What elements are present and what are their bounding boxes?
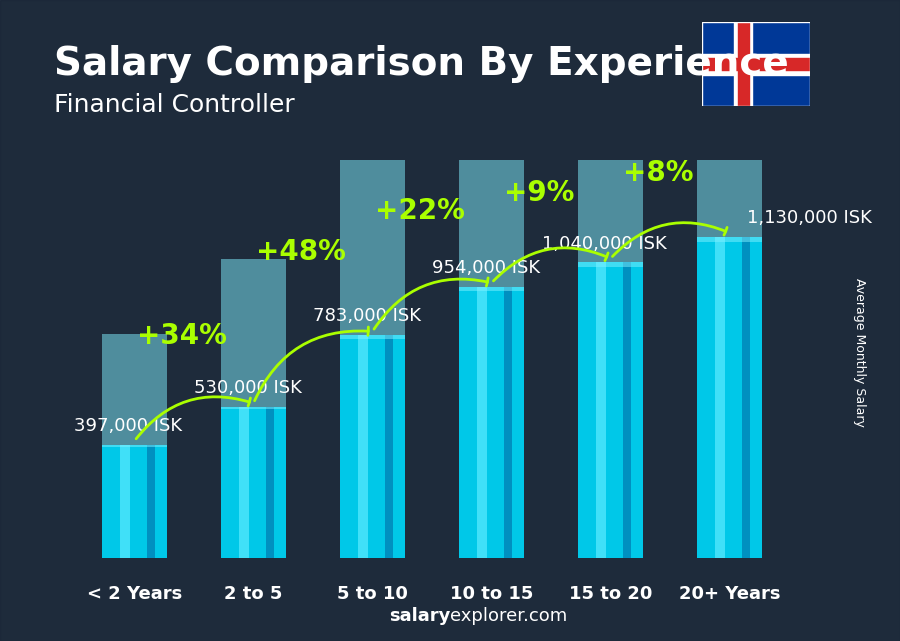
Bar	[238, 407, 248, 558]
Text: +8%: +8%	[623, 160, 693, 187]
Text: < 2 Years: < 2 Years	[86, 585, 182, 603]
Bar	[102, 445, 167, 558]
Bar	[623, 262, 631, 558]
Text: 10 to 15: 10 to 15	[450, 585, 533, 603]
Bar	[715, 237, 724, 558]
Text: +34%: +34%	[137, 322, 227, 350]
Bar	[459, 287, 524, 558]
Text: 1,130,000 ISK: 1,130,000 ISK	[747, 209, 872, 227]
Bar	[504, 287, 512, 558]
Bar	[697, 0, 762, 242]
Bar	[266, 407, 274, 558]
Text: Average Monthly Salary: Average Monthly Salary	[853, 278, 866, 427]
Bar	[340, 117, 405, 338]
Text: Financial Controller: Financial Controller	[54, 93, 295, 117]
Text: explorer.com: explorer.com	[450, 607, 567, 625]
Bar	[596, 262, 606, 558]
Bar	[477, 287, 487, 558]
Text: Salary Comparison By Experience: Salary Comparison By Experience	[54, 45, 788, 83]
Bar	[702, 58, 810, 71]
Bar	[220, 407, 286, 558]
Text: +9%: +9%	[504, 179, 574, 207]
Text: 20+ Years: 20+ Years	[679, 585, 780, 603]
Text: salaryexplorer.com: salaryexplorer.com	[0, 640, 1, 641]
Text: 783,000 ISK: 783,000 ISK	[312, 308, 420, 326]
Text: 954,000 ISK: 954,000 ISK	[431, 259, 540, 277]
Text: 2 to 5: 2 to 5	[224, 585, 283, 603]
Text: 15 to 20: 15 to 20	[569, 585, 652, 603]
Text: 5 to 10: 5 to 10	[337, 585, 408, 603]
Bar	[340, 335, 405, 558]
Text: salary: salary	[389, 607, 450, 625]
Text: 1,040,000 ISK: 1,040,000 ISK	[542, 235, 667, 253]
Bar	[697, 237, 762, 558]
Bar	[120, 445, 130, 558]
Bar	[578, 0, 644, 267]
Text: +48%: +48%	[256, 238, 346, 266]
Bar	[459, 20, 524, 291]
Bar	[220, 259, 286, 410]
Bar	[147, 445, 155, 558]
Bar	[738, 22, 749, 106]
Bar	[358, 335, 367, 558]
Bar	[102, 334, 167, 447]
Bar	[578, 262, 644, 558]
Bar	[385, 335, 392, 558]
Text: +22%: +22%	[375, 197, 465, 226]
Bar	[742, 237, 750, 558]
Text: 530,000 ISK: 530,000 ISK	[194, 379, 302, 397]
Bar	[702, 54, 810, 74]
Bar	[734, 22, 752, 106]
Text: 397,000 ISK: 397,000 ISK	[75, 417, 183, 435]
